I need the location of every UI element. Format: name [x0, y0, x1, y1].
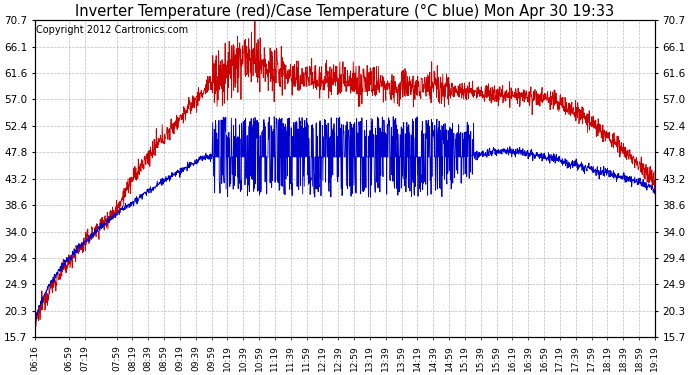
Title: Inverter Temperature (red)/Case Temperature (°C blue) Mon Apr 30 19:33: Inverter Temperature (red)/Case Temperat…: [75, 4, 615, 19]
Text: Copyright 2012 Cartronics.com: Copyright 2012 Cartronics.com: [37, 25, 188, 35]
